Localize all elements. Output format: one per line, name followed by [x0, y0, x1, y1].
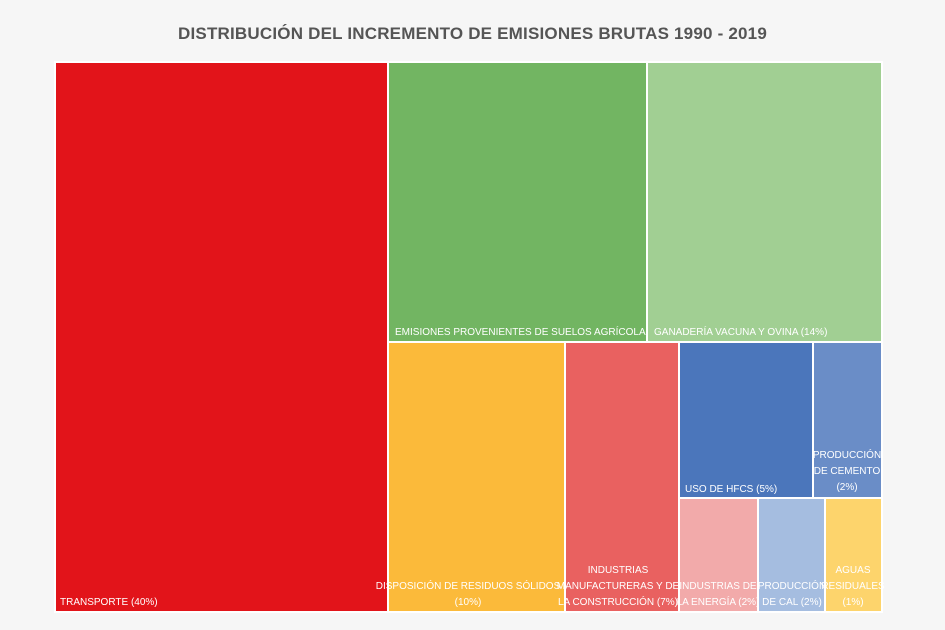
tile-label-line: LA CONSTRUCCIÓN (7%)	[558, 595, 678, 608]
tile-label-line: MANUFACTURERAS Y DE	[557, 581, 680, 592]
tile-residuos-solidos: DISPOSICIÓN DE RESIDUOS SÓLIDOS (10%)	[376, 341, 566, 613]
tile-label-line: (1%)	[842, 597, 863, 608]
tile-ganaderia: GANADERÍA VACUNA Y OVINA (14%)	[646, 61, 883, 343]
chart-title: DISTRIBUCIÓN DEL INCREMENTO DE EMISIONES…	[178, 24, 767, 43]
tile-label-residuos-solidos: DISPOSICIÓN DE RESIDUOS SÓLIDOS (10%)	[376, 579, 561, 608]
tile-energia: INDUSTRIAS DE LA ENERGÍA (2%)	[677, 497, 760, 613]
tile-label-line: DE CEMENTO	[814, 466, 881, 477]
tile-label-line: USO DE HFCS (5%)	[685, 484, 777, 495]
tile-label-hfcs: USO DE HFCS (5%)	[685, 484, 777, 495]
tile-label-industrias-manufactureras: INDUSTRIAS MANUFACTURERAS Y DE LA CONSTRUC…	[557, 565, 680, 608]
tile-label-line: (10%)	[455, 597, 482, 608]
tile-label-line: (2%)	[836, 482, 857, 493]
tile-suelos-agricolas: EMISIONES PROVENIENTES DE SUELOS AGRÍCOL…	[387, 61, 682, 343]
tile-cemento: PRODUCCIÓN DE CEMENTO (2%)	[812, 341, 883, 499]
tile-label-line: GANADERÍA VACUNA Y OVINA (14%)	[654, 325, 827, 338]
tile-transporte: TRANSPORTE (40%)	[54, 61, 389, 613]
tile-label-transporte: TRANSPORTE (40%)	[60, 597, 158, 608]
tile-industrias-manufactureras: INDUSTRIAS MANUFACTURERAS Y DE LA CONSTRUC…	[557, 341, 680, 613]
tile-rect-cemento	[812, 341, 883, 499]
tile-rect-hfcs	[678, 341, 814, 499]
tile-label-line: PRODUCCIÓN	[758, 579, 826, 592]
tile-rect-ganaderia	[646, 61, 883, 343]
tile-label-line: TRANSPORTE (40%)	[60, 597, 158, 608]
tile-label-suelos-agricolas: EMISIONES PROVENIENTES DE SUELOS AGRÍCOL…	[395, 325, 682, 338]
tile-hfcs: USO DE HFCS (5%)	[678, 341, 814, 499]
tile-label-line: INDUSTRIAS	[588, 565, 649, 576]
tile-label-energia: INDUSTRIAS DE LA ENERGÍA (2%)	[677, 581, 760, 608]
tile-label-line: INDUSTRIAS DE	[679, 581, 757, 592]
tile-label-cemento: PRODUCCIÓN DE CEMENTO (2%)	[813, 448, 881, 493]
tile-rect-residuos-solidos	[387, 341, 566, 613]
tile-label-ganaderia: GANADERÍA VACUNA Y OVINA (14%)	[654, 325, 827, 338]
tile-label-line: RESIDUALES	[821, 581, 885, 592]
tile-rect-cal	[757, 497, 826, 613]
tile-rect-industrias-manufactureras	[564, 341, 680, 613]
tile-label-line: PRODUCCIÓN	[813, 448, 881, 461]
tile-rect-transporte	[54, 61, 389, 613]
tile-aguas-residuales: AGUAS RESIDUALES (1%)	[821, 497, 885, 613]
tile-label-cal: PRODUCCIÓN DE CAL (2%)	[758, 579, 826, 608]
tile-rect-aguas-residuales	[824, 497, 883, 613]
tile-label-aguas-residuales: AGUAS RESIDUALES (1%)	[821, 565, 885, 608]
tile-rect-suelos-agricolas	[387, 61, 648, 343]
tile-label-line: EMISIONES PROVENIENTES DE SUELOS AGRÍCOL…	[395, 325, 682, 338]
tile-cal: PRODUCCIÓN DE CAL (2%)	[757, 497, 826, 613]
tile-label-line: DISPOSICIÓN DE RESIDUOS SÓLIDOS	[376, 579, 561, 592]
tile-label-line: DE CAL (2%)	[762, 597, 822, 608]
tile-rect-energia	[678, 497, 759, 613]
tile-label-line: LA ENERGÍA (2%)	[677, 595, 760, 608]
tile-label-line: AGUAS	[835, 565, 870, 576]
